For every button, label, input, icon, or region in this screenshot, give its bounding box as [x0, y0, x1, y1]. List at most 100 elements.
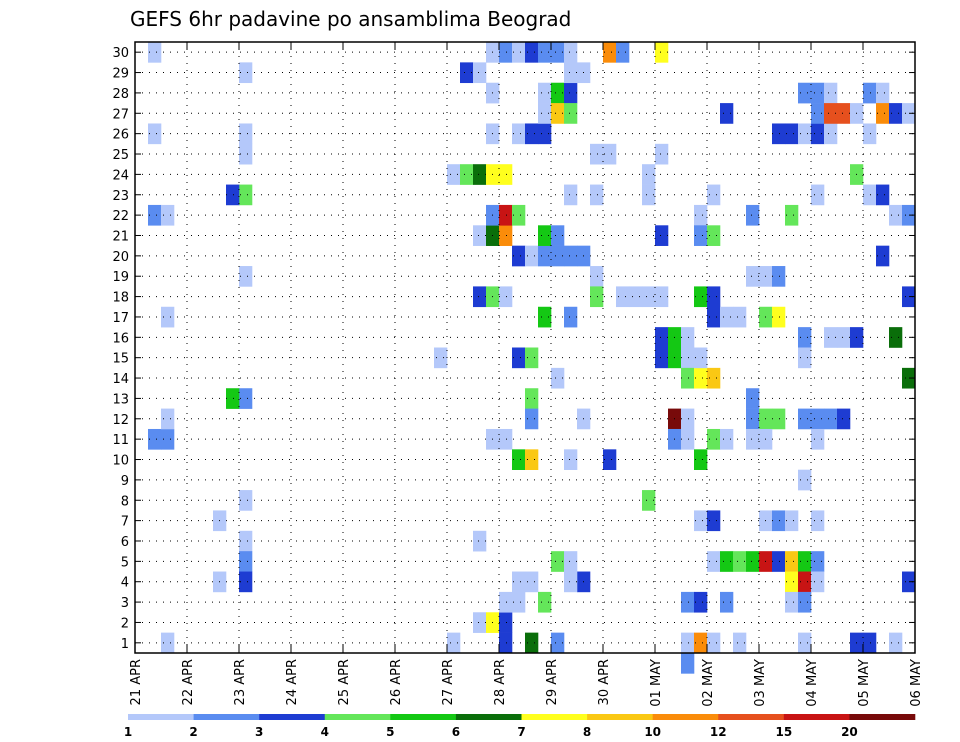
y-tick-label: 3	[121, 596, 129, 611]
colorbar-segment	[455, 714, 522, 720]
x-tick-label: 06 MAY	[909, 659, 924, 707]
precip-cell	[564, 42, 578, 63]
precip-cell	[733, 306, 747, 328]
colorbar-label: 6	[452, 725, 460, 739]
precip-cell	[447, 164, 461, 185]
y-tick-label: 12	[112, 413, 129, 428]
precip-cell	[720, 306, 734, 328]
precip-cell	[148, 123, 162, 145]
y-tick-label: 22	[112, 209, 129, 224]
x-tick-label: 27 APR	[441, 659, 456, 705]
precip-cell	[798, 469, 812, 491]
precip-cell	[655, 225, 669, 246]
precip-cell	[798, 123, 812, 145]
precip-cell	[226, 388, 240, 409]
colorbar-segment	[587, 714, 653, 720]
y-tick-label: 13	[112, 392, 129, 407]
precip-cell	[499, 225, 513, 246]
precip-cell	[694, 204, 708, 226]
precip-cell	[707, 184, 721, 206]
colorbar-label: 8	[583, 725, 591, 739]
colorbar-segment	[849, 714, 916, 720]
precip-cell	[525, 632, 539, 654]
precip-cell	[811, 510, 825, 532]
precip-cell	[837, 103, 851, 124]
precip-cell	[603, 449, 617, 470]
precip-cell	[694, 591, 708, 613]
precip-cell	[538, 225, 552, 246]
precip-cell	[499, 42, 513, 63]
precip-cell	[525, 42, 539, 63]
precip-cell	[681, 591, 695, 613]
precip-cell	[746, 204, 760, 226]
precip-cell	[707, 306, 721, 328]
precip-cell	[772, 123, 786, 145]
precip-cell	[798, 327, 812, 348]
precip-cell	[525, 245, 539, 267]
heatmap-cells	[148, 42, 916, 674]
precip-cell	[499, 286, 513, 308]
precip-cell	[603, 42, 617, 63]
precip-cell	[551, 103, 565, 124]
precip-cell	[707, 225, 721, 246]
y-tick-label: 25	[112, 148, 129, 163]
precip-cell	[837, 327, 851, 348]
precip-cell	[811, 123, 825, 145]
precip-cell	[694, 286, 708, 308]
precip-cell	[161, 408, 175, 430]
precip-cell	[824, 103, 838, 124]
y-tick-label: 5	[121, 555, 129, 570]
y-tick-label: 18	[112, 291, 129, 306]
precip-cell	[785, 551, 799, 572]
precip-cell	[239, 490, 253, 511]
precip-cell	[564, 62, 578, 84]
x-tick-label: 04 MAY	[805, 659, 820, 707]
y-tick-label: 9	[121, 474, 129, 489]
colorbar-segment	[324, 714, 391, 720]
colorbar-segment	[521, 714, 588, 720]
precip-cell	[811, 428, 825, 450]
precip-cell	[824, 123, 838, 145]
precip-cell	[876, 184, 890, 206]
precip-cell	[564, 551, 578, 572]
colorbar-segment	[259, 714, 326, 720]
precip-cell	[473, 62, 487, 84]
precip-cell	[564, 449, 578, 470]
precip-cell	[681, 367, 695, 389]
precip-cell	[902, 286, 916, 308]
precip-cell	[239, 184, 253, 206]
colorbar-segment	[718, 714, 785, 720]
precip-cell	[902, 367, 916, 389]
precip-cell	[512, 245, 526, 267]
precip-cell	[720, 103, 734, 124]
precip-cell	[746, 428, 760, 450]
precip-cell	[161, 204, 175, 226]
precip-cell	[811, 184, 825, 206]
precip-cell	[603, 143, 617, 165]
precip-cell	[564, 571, 578, 593]
y-tick-label: 29	[112, 67, 129, 82]
precip-cell	[551, 367, 565, 389]
plot-frame	[134, 41, 916, 654]
precip-cell	[655, 143, 669, 165]
precip-cell	[681, 327, 695, 348]
precip-cell	[746, 388, 760, 409]
precip-cell	[499, 591, 513, 613]
precip-cell	[785, 123, 799, 145]
precip-cell	[226, 184, 240, 206]
y-axis-ticks: 1234567891011121314151617181920212223242…	[112, 46, 915, 652]
x-tick-label: 01 MAY	[649, 659, 664, 707]
precip-cell	[512, 42, 526, 63]
y-tick-label: 19	[112, 270, 129, 285]
colorbar-segment	[193, 714, 260, 720]
precip-cell	[681, 632, 695, 654]
precip-cell	[473, 530, 487, 552]
precip-cell	[525, 408, 539, 430]
precip-cell	[239, 530, 253, 552]
precip-cell	[889, 204, 903, 226]
precip-cell	[447, 632, 461, 654]
x-tick-label: 28 APR	[493, 659, 508, 705]
precip-cell	[161, 632, 175, 654]
precip-cell	[239, 62, 253, 84]
precip-cell	[863, 82, 877, 104]
